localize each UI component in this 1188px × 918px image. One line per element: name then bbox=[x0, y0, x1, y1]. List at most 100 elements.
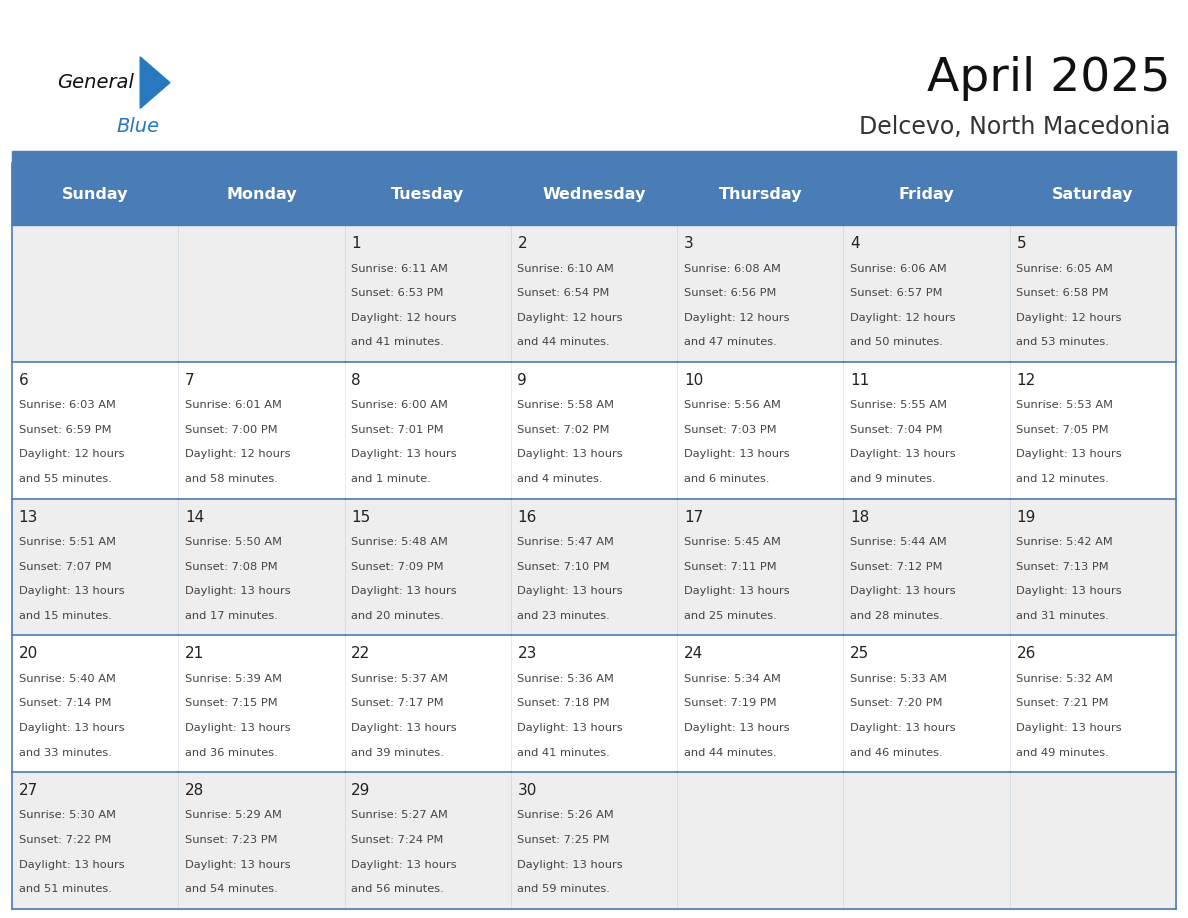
Text: Sunset: 6:58 PM: Sunset: 6:58 PM bbox=[1017, 288, 1108, 298]
Text: 15: 15 bbox=[352, 509, 371, 524]
Text: 17: 17 bbox=[684, 509, 703, 524]
Bar bbox=[677, 163, 843, 225]
Text: Sunset: 6:59 PM: Sunset: 6:59 PM bbox=[19, 425, 110, 435]
Text: and 28 minutes.: and 28 minutes. bbox=[851, 610, 943, 621]
Text: and 33 minutes.: and 33 minutes. bbox=[19, 747, 112, 757]
Text: Daylight: 12 hours: Daylight: 12 hours bbox=[352, 313, 456, 323]
Text: Daylight: 13 hours: Daylight: 13 hours bbox=[19, 587, 125, 596]
Bar bbox=[345, 498, 511, 635]
Bar bbox=[12, 151, 1176, 163]
Text: Sunset: 7:14 PM: Sunset: 7:14 PM bbox=[19, 699, 110, 709]
Text: and 20 minutes.: and 20 minutes. bbox=[352, 610, 444, 621]
Text: Daylight: 13 hours: Daylight: 13 hours bbox=[19, 859, 125, 869]
Text: Daylight: 12 hours: Daylight: 12 hours bbox=[185, 450, 290, 460]
Bar bbox=[843, 635, 1010, 772]
Bar bbox=[12, 225, 178, 362]
Text: and 9 minutes.: and 9 minutes. bbox=[851, 474, 936, 484]
Text: General: General bbox=[57, 73, 134, 92]
Text: Daylight: 12 hours: Daylight: 12 hours bbox=[19, 450, 124, 460]
Text: Daylight: 12 hours: Daylight: 12 hours bbox=[1017, 313, 1121, 323]
Bar bbox=[178, 498, 345, 635]
Text: Thursday: Thursday bbox=[719, 187, 802, 202]
Bar bbox=[1010, 772, 1176, 909]
Text: Sunset: 7:13 PM: Sunset: 7:13 PM bbox=[1017, 562, 1110, 572]
Text: 2: 2 bbox=[518, 236, 527, 252]
Text: Sunrise: 5:42 AM: Sunrise: 5:42 AM bbox=[1017, 537, 1113, 547]
Text: Daylight: 13 hours: Daylight: 13 hours bbox=[185, 587, 291, 596]
Text: Daylight: 13 hours: Daylight: 13 hours bbox=[851, 450, 956, 460]
Text: Sunset: 7:21 PM: Sunset: 7:21 PM bbox=[1017, 699, 1108, 709]
Text: Sunset: 7:09 PM: Sunset: 7:09 PM bbox=[352, 562, 444, 572]
Bar bbox=[345, 362, 511, 498]
Text: Sunrise: 5:45 AM: Sunrise: 5:45 AM bbox=[684, 537, 781, 547]
Text: Daylight: 13 hours: Daylight: 13 hours bbox=[851, 587, 956, 596]
Text: 16: 16 bbox=[518, 509, 537, 524]
Text: Sunrise: 6:06 AM: Sunrise: 6:06 AM bbox=[851, 263, 947, 274]
Bar bbox=[677, 635, 843, 772]
Text: and 59 minutes.: and 59 minutes. bbox=[518, 884, 611, 894]
Text: Sunset: 6:54 PM: Sunset: 6:54 PM bbox=[518, 288, 609, 298]
Text: Sunrise: 5:58 AM: Sunrise: 5:58 AM bbox=[518, 400, 614, 410]
Text: Sunset: 6:57 PM: Sunset: 6:57 PM bbox=[851, 288, 942, 298]
Text: Sunrise: 5:34 AM: Sunrise: 5:34 AM bbox=[684, 674, 781, 684]
Text: Sunset: 7:18 PM: Sunset: 7:18 PM bbox=[518, 699, 611, 709]
Text: Sunrise: 5:33 AM: Sunrise: 5:33 AM bbox=[851, 674, 947, 684]
Polygon shape bbox=[140, 57, 170, 108]
Text: 4: 4 bbox=[851, 236, 860, 252]
Text: Daylight: 13 hours: Daylight: 13 hours bbox=[19, 722, 125, 733]
Text: Daylight: 13 hours: Daylight: 13 hours bbox=[851, 722, 956, 733]
Text: Sunset: 7:05 PM: Sunset: 7:05 PM bbox=[1017, 425, 1110, 435]
Text: and 44 minutes.: and 44 minutes. bbox=[684, 747, 777, 757]
Text: 1: 1 bbox=[352, 236, 361, 252]
Text: Sunset: 7:23 PM: Sunset: 7:23 PM bbox=[185, 835, 277, 845]
Text: Sunrise: 5:55 AM: Sunrise: 5:55 AM bbox=[851, 400, 947, 410]
Text: Daylight: 13 hours: Daylight: 13 hours bbox=[1017, 450, 1123, 460]
Text: and 49 minutes.: and 49 minutes. bbox=[1017, 747, 1110, 757]
Text: Daylight: 12 hours: Daylight: 12 hours bbox=[684, 313, 789, 323]
Bar bbox=[843, 498, 1010, 635]
Bar bbox=[511, 163, 677, 225]
Text: Daylight: 13 hours: Daylight: 13 hours bbox=[1017, 722, 1123, 733]
Text: 7: 7 bbox=[185, 373, 195, 388]
Text: and 39 minutes.: and 39 minutes. bbox=[352, 747, 444, 757]
Text: Sunrise: 5:39 AM: Sunrise: 5:39 AM bbox=[185, 674, 282, 684]
Text: Daylight: 13 hours: Daylight: 13 hours bbox=[518, 859, 624, 869]
Text: and 47 minutes.: and 47 minutes. bbox=[684, 338, 777, 347]
Text: Sunrise: 5:48 AM: Sunrise: 5:48 AM bbox=[352, 537, 448, 547]
Text: and 36 minutes.: and 36 minutes. bbox=[185, 747, 278, 757]
Text: Sunrise: 5:47 AM: Sunrise: 5:47 AM bbox=[518, 537, 614, 547]
Text: and 17 minutes.: and 17 minutes. bbox=[185, 610, 278, 621]
Text: and 25 minutes.: and 25 minutes. bbox=[684, 610, 777, 621]
Text: Daylight: 13 hours: Daylight: 13 hours bbox=[185, 722, 291, 733]
Text: Daylight: 13 hours: Daylight: 13 hours bbox=[352, 859, 457, 869]
Text: Sunrise: 6:11 AM: Sunrise: 6:11 AM bbox=[352, 263, 448, 274]
Text: Saturday: Saturday bbox=[1053, 187, 1133, 202]
Text: Sunset: 7:03 PM: Sunset: 7:03 PM bbox=[684, 425, 777, 435]
Text: 6: 6 bbox=[19, 373, 29, 388]
Text: Wednesday: Wednesday bbox=[542, 187, 646, 202]
Text: Sunset: 7:19 PM: Sunset: 7:19 PM bbox=[684, 699, 777, 709]
Bar bbox=[12, 163, 178, 225]
Text: Sunrise: 5:36 AM: Sunrise: 5:36 AM bbox=[518, 674, 614, 684]
Text: and 51 minutes.: and 51 minutes. bbox=[19, 884, 112, 894]
Bar bbox=[12, 498, 178, 635]
Text: Daylight: 13 hours: Daylight: 13 hours bbox=[684, 450, 790, 460]
Text: Daylight: 12 hours: Daylight: 12 hours bbox=[851, 313, 955, 323]
Text: 9: 9 bbox=[518, 373, 527, 388]
Text: Daylight: 13 hours: Daylight: 13 hours bbox=[1017, 587, 1123, 596]
Text: and 15 minutes.: and 15 minutes. bbox=[19, 610, 112, 621]
Text: Sunset: 6:56 PM: Sunset: 6:56 PM bbox=[684, 288, 776, 298]
Bar bbox=[12, 772, 178, 909]
Bar bbox=[1010, 498, 1176, 635]
Text: 26: 26 bbox=[1017, 646, 1036, 661]
Bar bbox=[511, 772, 677, 909]
Bar bbox=[677, 225, 843, 362]
Bar bbox=[511, 362, 677, 498]
Text: and 6 minutes.: and 6 minutes. bbox=[684, 474, 770, 484]
Text: and 44 minutes.: and 44 minutes. bbox=[518, 338, 611, 347]
Text: Sunset: 7:04 PM: Sunset: 7:04 PM bbox=[851, 425, 942, 435]
Text: 29: 29 bbox=[352, 783, 371, 798]
Bar bbox=[178, 163, 345, 225]
Text: Sunset: 7:10 PM: Sunset: 7:10 PM bbox=[518, 562, 611, 572]
Text: Sunrise: 5:32 AM: Sunrise: 5:32 AM bbox=[1017, 674, 1113, 684]
